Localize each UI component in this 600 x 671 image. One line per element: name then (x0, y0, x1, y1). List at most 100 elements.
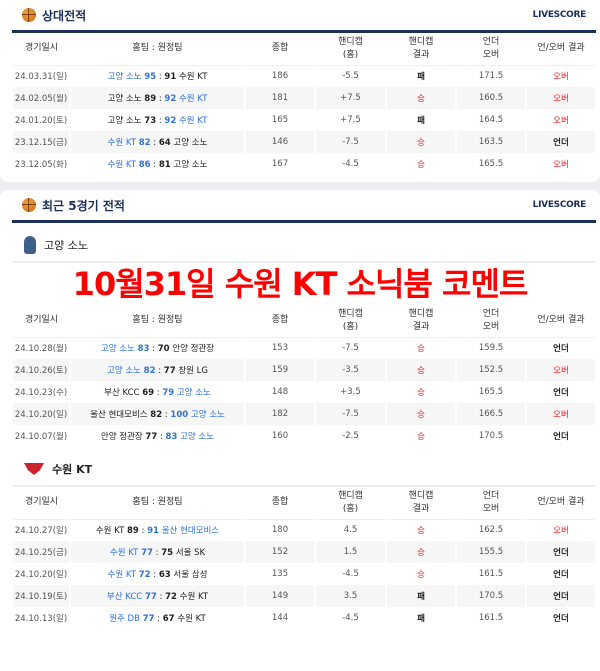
under-over-line: 162.5 (456, 519, 527, 541)
column-header: 언더 오버 (456, 487, 526, 520)
table-row[interactable]: 24.10.27(일) 수원 KT 89 : 91 울산 현대모비스 180 4.5 승… (13, 519, 597, 541)
away-team: 울산 현대모비스 (161, 526, 220, 537)
away-score: 77 (163, 366, 176, 376)
handicap: -4.5 (315, 153, 387, 175)
total-score: 180 (245, 519, 316, 541)
away-team: 수원 KT (179, 592, 209, 602)
table-row[interactable]: 24.10.25(금) 수원 KT 77 : 75 서울 SK 152 1.5 승 155… (13, 541, 597, 563)
total-score: 153 (245, 337, 316, 359)
home-team: 고양 소노 (106, 366, 141, 376)
home-team: 고양 소노 (100, 344, 135, 355)
total-score: 152 (245, 541, 316, 563)
home-team: 고양 소노 (107, 116, 142, 126)
table-header: 경기일시 홈팀 : 원정팀 종합 핸디캡 (홈) 핸디캡 결과 언더 오버 언/오버 결과 (13, 305, 596, 338)
home-score: 77 (144, 592, 157, 602)
section-header: 상대전적 LIVESCORE (12, 0, 596, 33)
under-over-line: 170.5 (456, 585, 527, 607)
handicap: -5.5 (315, 65, 387, 87)
home-team: 안양 정관장 (100, 432, 143, 442)
under-over-result: 오버 (526, 87, 597, 109)
away-score: 100 (170, 410, 189, 420)
handicap: -7.5 (315, 403, 387, 425)
game-date: 23.12.05(화) (13, 153, 71, 175)
column-header: 핸디캡 결과 (386, 487, 456, 520)
table-row[interactable]: 24.10.20(일) 울산 현대모비스 82 : 100 고양 소노 182 -7.… (13, 403, 597, 425)
column-header: 종합 (245, 305, 315, 338)
table-row[interactable]: 24.02.05(월) 고양 소노 89 : 92 수원 KT 181 +7.5 승 16… (13, 87, 597, 109)
home-score: 95 (144, 72, 157, 83)
table-row[interactable]: 24.10.23(수) 부산 KCC 69 : 79 고양 소노 148 +3.5 승 1… (13, 381, 597, 403)
total-score: 165 (245, 109, 316, 131)
team2-table: 경기일시 홈팀 : 원정팀 종합 핸디캡 (홈) 핸디캡 결과 언더 오버 언/오버 결과 24.1… (13, 487, 597, 629)
matchup: 부산 KCC 69 : 79 고양 소노 (70, 381, 246, 403)
handicap-result: 승 (386, 359, 457, 381)
handicap-result: 패 (386, 109, 457, 131)
game-date: 24.10.26(토) (13, 359, 71, 381)
table-header: 경기일시 홈팀 : 원정팀 종합 핸디캡 (홈) 핸디캡 결과 언더 오버 언/오버 결과 (13, 487, 596, 520)
handicap: -4.5 (315, 607, 387, 629)
away-team: 서울 삼성 (173, 570, 208, 580)
away-team: 고양 소노 (190, 410, 225, 420)
matchup: 원주 DB 77 : 67 수원 KT (70, 607, 246, 629)
home-team: 부산 KCC (104, 388, 140, 398)
away-team: 고양 소노 (173, 160, 208, 170)
table-header: 경기일시 홈팀 : 원정팀 종합 핸디캡 (홈) 핸디캡 결과 언더 오버 언/오버 결과 (13, 33, 596, 66)
matchup: 수원 KT 72 : 63 서울 삼성 (70, 563, 246, 585)
handicap: -2.5 (315, 425, 387, 447)
livescore-link[interactable]: LIVESCORE (532, 10, 587, 20)
home-team: 부산 KCC (106, 592, 143, 602)
handicap-result: 승 (386, 381, 457, 403)
away-score: 91 (147, 526, 159, 537)
away-score: 64 (158, 138, 171, 148)
away-team: 안양 정관장 (172, 344, 215, 355)
under-over-line: 161.5 (456, 563, 527, 585)
section-title: 최근 5경기 전적 (42, 198, 125, 213)
table-row[interactable]: 24.01.20(토) 고양 소노 73 : 92 수원 KT 165 +7.5 패 16… (13, 109, 597, 131)
column-header: 핸디캡 결과 (386, 305, 456, 338)
away-score: 79 (162, 388, 175, 398)
table-row[interactable]: 24.10.07(월) 안양 정관장 77 : 83 고양 소노 160 -2.5 승 1… (13, 425, 597, 447)
handicap-result: 승 (386, 563, 457, 585)
home-team: 울산 현대모비스 (90, 410, 148, 420)
recent-games-card: 최근 5경기 전적 LIVESCORE 고양 소노 10월31일 수원 KT 소… (0, 190, 600, 671)
under-over-line: 152.5 (456, 359, 527, 381)
under-over-result: 오버 (526, 403, 597, 425)
under-over-result: 오버 (526, 359, 597, 381)
total-score: 159 (245, 359, 316, 381)
away-team: 수원 KT (177, 614, 206, 624)
under-over-line: 155.5 (456, 541, 527, 563)
game-date: 24.10.20(일) (13, 563, 71, 585)
matchup: 부산 KCC 77 : 72 수원 KT (70, 585, 246, 607)
livescore-link[interactable]: LIVESCORE (532, 200, 587, 210)
matchup: 수원 KT 77 : 75 서울 SK (70, 541, 246, 563)
under-over-result: 오버 (526, 153, 597, 175)
away-team: 수원 KT (178, 72, 208, 83)
matchup: 수원 KT 86 : 81 고양 소노 (70, 153, 246, 175)
table-row[interactable]: 23.12.15(금) 수원 KT 82 : 64 고양 소노 146 -7.5 승 16… (13, 131, 597, 153)
under-over-result: 언더 (526, 607, 597, 629)
matchup: 고양 소노 89 : 92 수원 KT (70, 87, 246, 109)
under-over-line: 163.5 (456, 131, 527, 153)
matchup: 고양 소노 82 : 77 창원 LG (70, 359, 246, 381)
column-header: 언/오버 결과 (526, 487, 596, 520)
handicap: -7.5 (315, 337, 387, 359)
table-row[interactable]: 24.10.28(월) 고양 소노 83 : 70 안양 정관장 153 -7.5 승 1… (13, 337, 597, 359)
game-date: 24.10.25(금) (13, 541, 71, 563)
table-row[interactable]: 24.10.26(토) 고양 소노 82 : 77 창원 LG 159 -3.5 승 15… (13, 359, 597, 381)
table-row[interactable]: 23.12.05(화) 수원 KT 86 : 81 고양 소노 167 -4.5 승 16… (13, 153, 597, 175)
home-score: 86 (138, 160, 151, 170)
away-score: 75 (161, 548, 174, 558)
table-row[interactable]: 24.03.31(일) 고양 소노 95 : 91 수원 KT 186 -5.5 패 17… (13, 65, 597, 87)
column-header: 핸디캡 (홈) (315, 33, 386, 66)
handicap: -4.5 (315, 563, 387, 585)
table-row[interactable]: 24.10.20(일) 수원 KT 72 : 63 서울 삼성 135 -4.5 승 16… (13, 563, 597, 585)
handicap: 1.5 (315, 541, 387, 563)
handicap-result: 승 (386, 153, 457, 175)
away-score: 91 (164, 72, 177, 83)
away-score: 70 (157, 344, 170, 355)
head-to-head-card: 상대전적 LIVESCORE 경기일시 홈팀 : 원정팀 종합 핸디캡 (홈) 핸디캡 결과… (0, 0, 600, 182)
table-row[interactable]: 24.10.13(일) 원주 DB 77 : 67 수원 KT 144 -4.5 패 16… (13, 607, 597, 629)
column-header: 홈팀 : 원정팀 (70, 305, 245, 338)
table-row[interactable]: 24.10.19(토) 부산 KCC 77 : 72 수원 KT 149 3.5 패 17… (13, 585, 597, 607)
column-header: 핸디캡 (홈) (315, 305, 386, 338)
